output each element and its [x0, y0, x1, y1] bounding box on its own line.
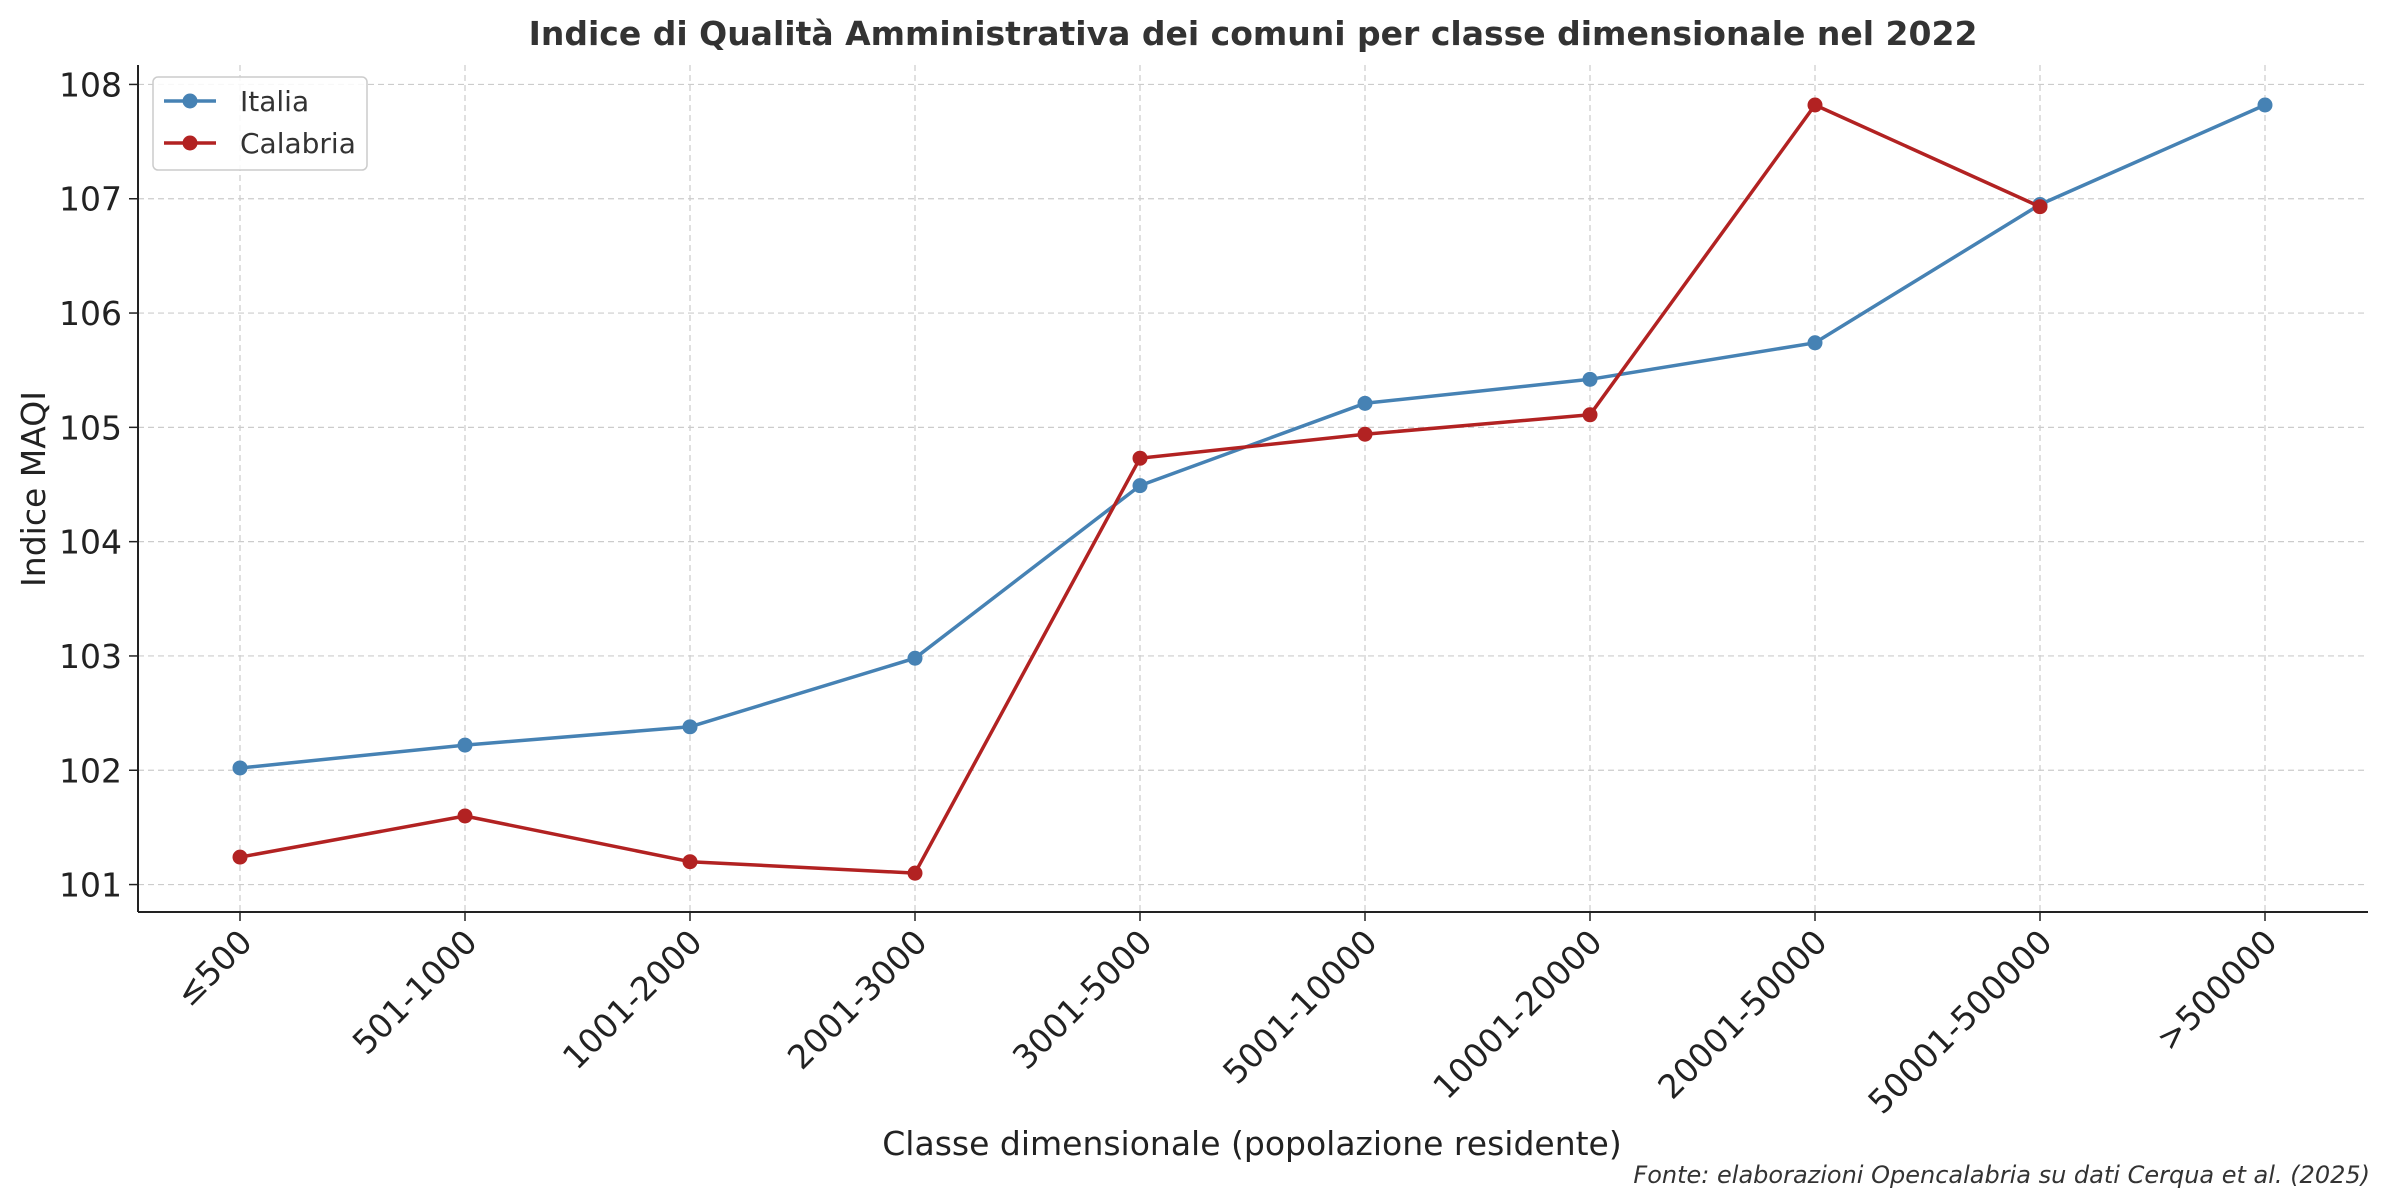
y-tick-label: 104 — [59, 523, 122, 562]
series — [232, 97, 2273, 881]
data-point-calabria — [907, 865, 923, 881]
data-point-calabria — [1132, 450, 1148, 466]
data-point-italia — [1132, 478, 1148, 494]
chart-title: Indice di Qualità Amministrativa dei com… — [529, 14, 1978, 53]
data-point-calabria — [1807, 97, 1823, 113]
data-point-italia — [457, 737, 473, 753]
data-point-italia — [682, 719, 698, 735]
data-point-italia — [907, 650, 923, 666]
grid — [138, 65, 2368, 912]
legend-label-italia: Italia — [240, 85, 309, 118]
data-point-calabria — [1357, 426, 1373, 442]
legend: Italia Calabria — [152, 76, 368, 171]
data-point-calabria — [682, 854, 698, 870]
y-tick-label: 102 — [59, 751, 122, 790]
data-point-italia — [1582, 371, 1598, 387]
data-point-calabria — [457, 808, 473, 824]
y-tick-label: 103 — [59, 637, 122, 676]
data-point-italia — [232, 760, 248, 776]
y-tick-label: 107 — [59, 180, 122, 219]
legend-marker-calabria — [182, 135, 198, 151]
y-axis-ticks: 101 102 103 104 105 106 107 108 — [59, 65, 138, 905]
source-note: Fonte: elaborazioni Opencalabria su dati… — [1633, 1161, 2370, 1189]
data-point-calabria — [232, 849, 248, 865]
y-tick-label: 101 — [59, 866, 122, 905]
data-point-italia — [1357, 395, 1373, 411]
legend-marker-italia — [182, 93, 198, 109]
y-tick-label: 108 — [59, 65, 122, 104]
legend-label-calabria: Calabria — [240, 127, 356, 160]
data-point-calabria — [1582, 407, 1598, 423]
data-point-calabria — [2032, 199, 2048, 215]
y-tick-label: 106 — [59, 294, 122, 333]
y-axis-label: Indice MAQI — [14, 391, 53, 587]
data-point-italia — [1807, 335, 1823, 351]
data-point-italia — [2257, 97, 2273, 113]
x-axis-label: Classe dimensionale (popolazione residen… — [882, 1124, 1621, 1163]
y-tick-label: 105 — [59, 408, 122, 447]
